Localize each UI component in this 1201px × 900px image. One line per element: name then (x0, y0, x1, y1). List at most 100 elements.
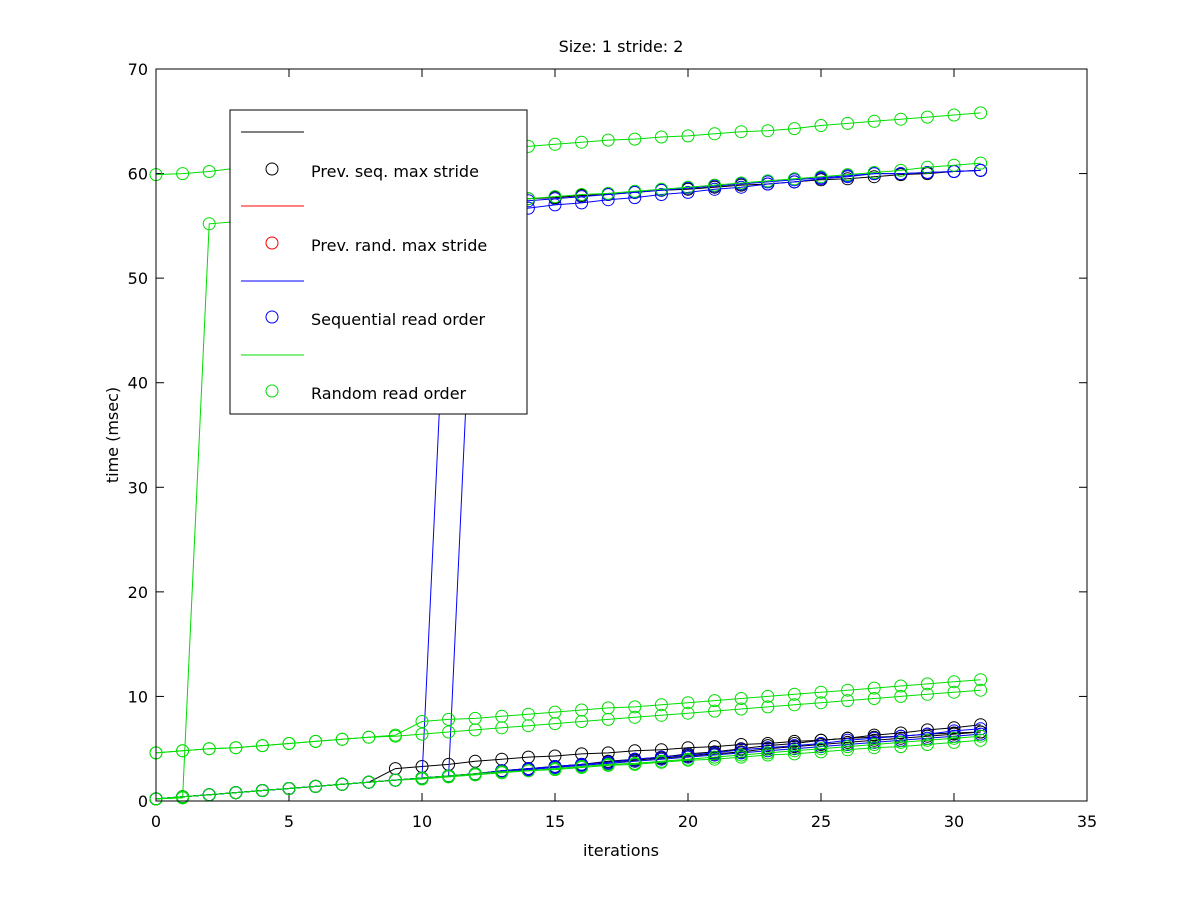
series-point (681, 180, 695, 194)
legend-label: Random read order (311, 384, 467, 403)
series-point (575, 188, 589, 201)
series-point (654, 708, 668, 722)
series-point (947, 158, 961, 172)
x-axis-label: iterations (583, 841, 659, 860)
series-point (734, 125, 748, 139)
series-point (628, 744, 642, 758)
series-point (814, 696, 828, 710)
series-point (442, 725, 456, 739)
series-point (974, 733, 988, 747)
series-point (601, 758, 615, 772)
legend: Prev. seq. max stride Prev. rand. max str… (229, 109, 528, 415)
series-point (521, 764, 535, 778)
series-point (575, 761, 589, 774)
series-point (787, 687, 801, 701)
series-point (176, 167, 190, 181)
x-tick-label: 5 (284, 812, 294, 831)
series-point (867, 681, 881, 695)
series-point (362, 775, 376, 789)
legend-label: Prev. seq. max stride (311, 162, 479, 181)
series-point (841, 683, 855, 697)
y-tick-label: 30 (128, 478, 148, 497)
series-point (841, 168, 855, 182)
series-point (894, 167, 908, 181)
legend-marker-swatch (265, 236, 279, 250)
tick-layer: 0 5 10 15 20 25 30 35 0 10 20 30 40 50 60 70 (128, 60, 1098, 831)
series-point (681, 696, 695, 710)
series-point (628, 184, 642, 198)
series-point (787, 739, 801, 753)
y-axis-label: time (msec) (103, 387, 122, 483)
series-point (734, 750, 748, 764)
series-point (920, 110, 934, 124)
series-point (575, 715, 589, 728)
series-point (787, 747, 801, 761)
series-point (548, 190, 562, 204)
series-point (415, 715, 429, 728)
legend-label: Sequential read order (311, 310, 486, 329)
series-point (761, 177, 775, 191)
series-point (708, 694, 722, 708)
series-point (920, 687, 934, 701)
series-point (920, 738, 934, 751)
legend-label: Prev. rand. max stride (311, 236, 487, 255)
series-point (787, 175, 801, 189)
series-point (255, 784, 269, 797)
series-point (362, 730, 376, 744)
series-point (894, 163, 908, 177)
series-point (654, 182, 668, 196)
series-point (309, 734, 323, 748)
series-point (601, 712, 615, 726)
series-point (628, 132, 642, 146)
series-point (761, 689, 775, 703)
series-point (202, 165, 216, 178)
series-point (734, 702, 748, 716)
series-point (920, 733, 934, 747)
series-point (282, 737, 296, 750)
series-point (654, 698, 668, 712)
series-point (681, 129, 695, 143)
series-point (787, 698, 801, 712)
series-point (947, 675, 961, 689)
series-point (202, 217, 216, 231)
series-point (681, 706, 695, 720)
series-point (894, 726, 908, 740)
series-point (176, 744, 190, 758)
series-point (388, 773, 402, 787)
series-point (229, 741, 243, 755)
series-point (255, 739, 269, 753)
series-point (468, 723, 482, 737)
series-point (654, 188, 668, 201)
series-point (814, 685, 828, 699)
series-point (814, 119, 828, 132)
series-point (894, 679, 908, 693)
series-point (575, 135, 589, 149)
series-point (841, 116, 855, 130)
x-tick-label: 0 (151, 812, 161, 831)
series-point (974, 106, 988, 120)
series-point (495, 721, 509, 735)
series-point (761, 741, 775, 755)
series-point (521, 719, 535, 733)
series-point (681, 185, 695, 199)
series-point (681, 753, 695, 767)
series-point (761, 748, 775, 762)
series-point (761, 700, 775, 714)
series-point (229, 786, 243, 800)
series-point (734, 180, 748, 194)
series-point (974, 729, 988, 743)
y-tick-label: 20 (128, 583, 148, 602)
legend-marker-swatch (265, 384, 279, 398)
series-point (867, 741, 881, 755)
series-13 (149, 733, 988, 806)
series-point (708, 178, 722, 192)
series-line (155, 689, 981, 754)
series-point (841, 694, 855, 708)
series-point (548, 763, 562, 777)
series-point (548, 717, 562, 731)
y-tick-label: 0 (138, 792, 148, 811)
series-point (920, 677, 934, 691)
x-tick-label: 25 (811, 812, 831, 831)
series-point (787, 172, 801, 186)
